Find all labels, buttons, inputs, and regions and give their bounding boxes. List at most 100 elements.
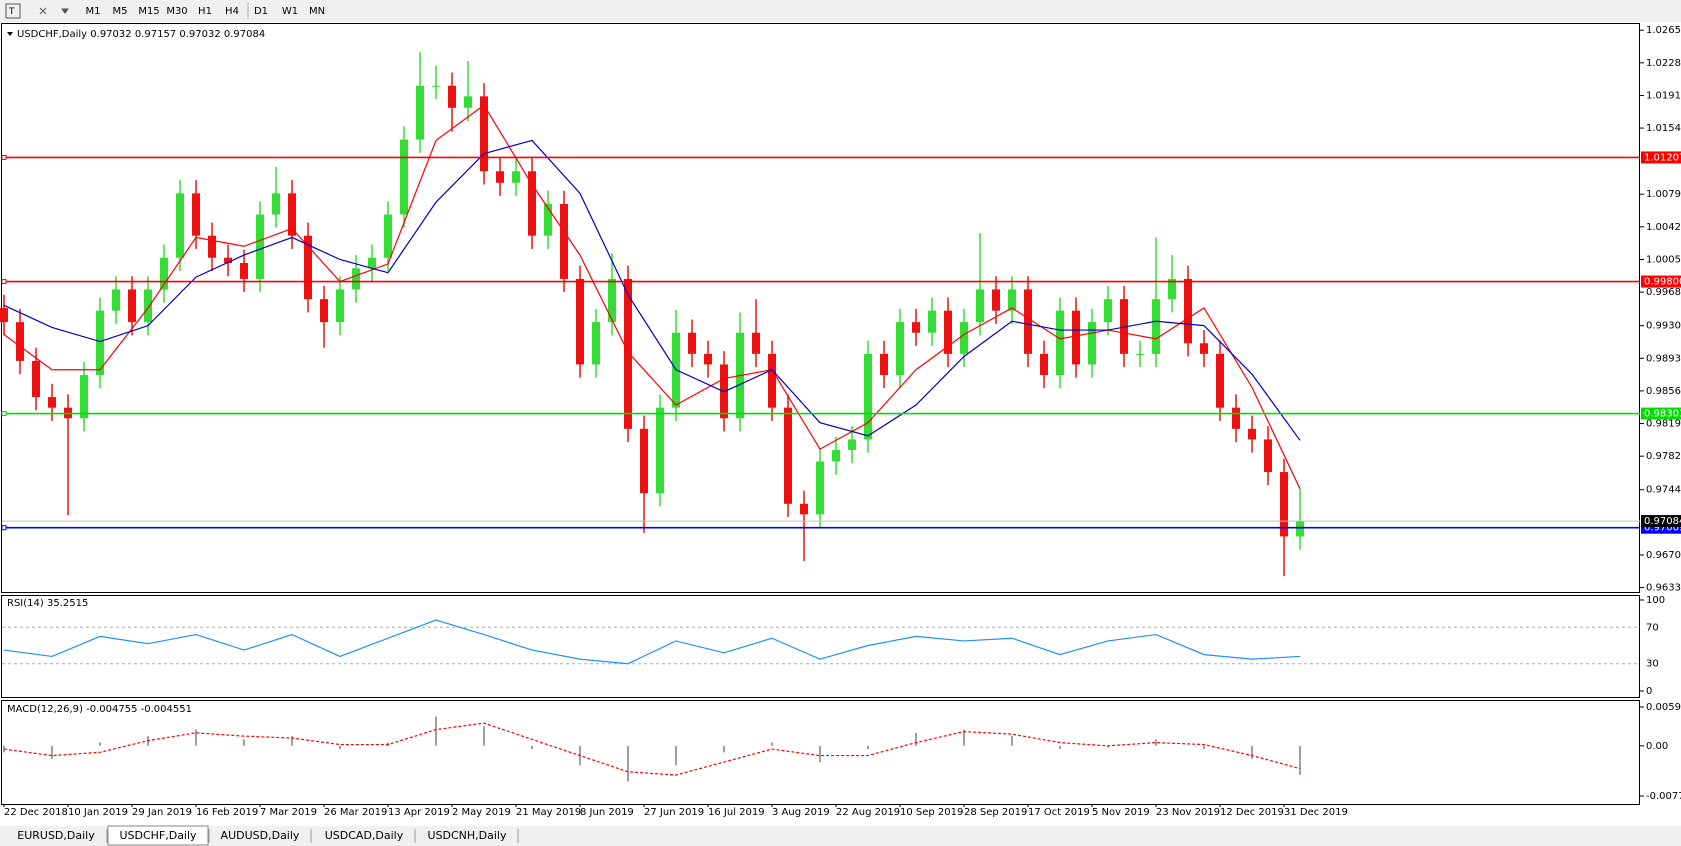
timeframe-button[interactable]: D1 [254, 6, 268, 17]
candle-body [928, 310, 936, 333]
x-tick-label: 22 Aug 2019 [836, 807, 900, 818]
candle-body [960, 322, 968, 354]
rsi-panel [1, 595, 1640, 698]
timeframe-button[interactable]: M30 [166, 6, 187, 17]
x-tick-label: 26 Mar 2019 [324, 807, 387, 818]
candle-body [96, 310, 104, 376]
candle-body [768, 353, 776, 408]
candle-body [336, 289, 344, 323]
candle-body [112, 289, 120, 311]
y-tick-label: 0.96330 [1646, 583, 1681, 594]
candle-body [304, 235, 312, 300]
timeframe-button[interactable]: H4 [225, 6, 239, 17]
level-label: 0.97009 [1644, 523, 1681, 534]
candle-body [1072, 310, 1080, 365]
tool-icon-glyph: T [8, 7, 15, 17]
macd-histogram-bar [51, 745, 53, 759]
level-label-box [1641, 407, 1681, 420]
candle-body [560, 203, 568, 279]
x-tick-label: 7 Mar 2019 [260, 807, 317, 818]
candle-body [976, 289, 984, 323]
candle-body [288, 193, 296, 236]
candle-body [1040, 353, 1048, 376]
x-tick-label: 16 Feb 2019 [196, 807, 258, 818]
x-tick-label: 13 Apr 2019 [388, 807, 450, 818]
candle-body [1280, 472, 1288, 537]
y-tick-label: 1.01540 [1646, 123, 1681, 134]
timeframe-button[interactable]: H1 [198, 6, 212, 17]
symbol-tab[interactable]: AUDUSD,Daily [221, 829, 300, 842]
timeframe-button[interactable]: M15 [138, 6, 159, 17]
candle-body [576, 278, 584, 365]
y-tick-label: 1.02650 [1646, 25, 1681, 36]
macd-histogram-bar [99, 742, 101, 746]
candle-body [1152, 299, 1160, 354]
macd-histogram-bar [483, 726, 485, 746]
tool-icon[interactable] [39, 7, 69, 15]
symbol-tab[interactable]: USDCNH,Daily [427, 829, 507, 842]
x-tick-label: 22 Dec 2018 [4, 807, 68, 818]
candle-body [1168, 278, 1176, 300]
x-tick-label: 16 Jul 2019 [708, 807, 765, 818]
candle-body [864, 353, 872, 440]
candle-body [128, 289, 136, 323]
candle-body [544, 203, 552, 236]
candle-body [656, 407, 664, 494]
macd-signal-line [3, 722, 1301, 776]
candle-body [496, 171, 504, 183]
candle-body [1296, 521, 1304, 537]
x-tick-label: 8 Jun 2019 [580, 807, 634, 818]
y-tick-label: 30 [1646, 659, 1659, 670]
macd-histogram-bar [771, 742, 773, 746]
symbol-tab[interactable]: EURUSD,Daily [17, 829, 95, 842]
candle-body [240, 263, 248, 279]
candle-body [640, 428, 648, 494]
candle-body [752, 332, 760, 354]
timeframe-button[interactable]: MN [309, 6, 325, 17]
candle-body [48, 397, 56, 408]
macd-histogram-bar [675, 745, 677, 766]
level-label: 1.01207 [1644, 152, 1681, 163]
y-tick-label: 1.00420 [1646, 222, 1681, 233]
candle-body [0, 308, 8, 323]
y-tick-label: 0.00 [1646, 741, 1668, 752]
candle-body [608, 278, 616, 323]
macd-histogram-bar [1155, 739, 1157, 746]
macd-histogram-bar [435, 716, 437, 746]
timeframe-button[interactable]: M1 [86, 6, 101, 17]
x-tick-label: 31 Dec 2019 [1284, 807, 1348, 818]
candle-body [1104, 299, 1112, 323]
x-tick-label: 28 Sep 2019 [964, 807, 1027, 818]
symbol-tab[interactable]: USDCAD,Daily [325, 829, 404, 842]
x-tick-label: 21 May 2019 [516, 807, 581, 818]
timeframe-button[interactable]: W1 [282, 6, 298, 17]
macd-histogram-bar [1107, 745, 1109, 748]
macd-histogram-bar [1059, 745, 1061, 750]
symbol-tab[interactable]: USDCHF,Daily [119, 829, 197, 842]
candle-body [144, 289, 152, 323]
x-tick-label: 12 Dec 2019 [1220, 807, 1284, 818]
candle-body [1056, 310, 1064, 376]
x-tick-label: 10 Jan 2019 [68, 807, 128, 818]
panel-menu[interactable] [7, 32, 13, 36]
macd-histogram-bar [243, 739, 245, 746]
candle-body [400, 139, 408, 215]
candle-body [592, 322, 600, 365]
candle-body [512, 171, 520, 183]
candle-body [896, 322, 904, 376]
rsi-line [3, 619, 1301, 665]
candle-body [32, 360, 40, 398]
candle-body [368, 257, 376, 269]
macd-histogram-bar [195, 729, 197, 746]
candle-body [688, 332, 696, 354]
timeframe-button[interactable]: M5 [113, 6, 128, 17]
candle-body [1264, 439, 1272, 473]
candle-body [160, 257, 168, 290]
tool-icon[interactable] [5, 3, 21, 19]
macd-panel [1, 700, 1640, 805]
current-price-label: 0.97084 [1644, 516, 1681, 527]
candle-body [480, 96, 488, 172]
